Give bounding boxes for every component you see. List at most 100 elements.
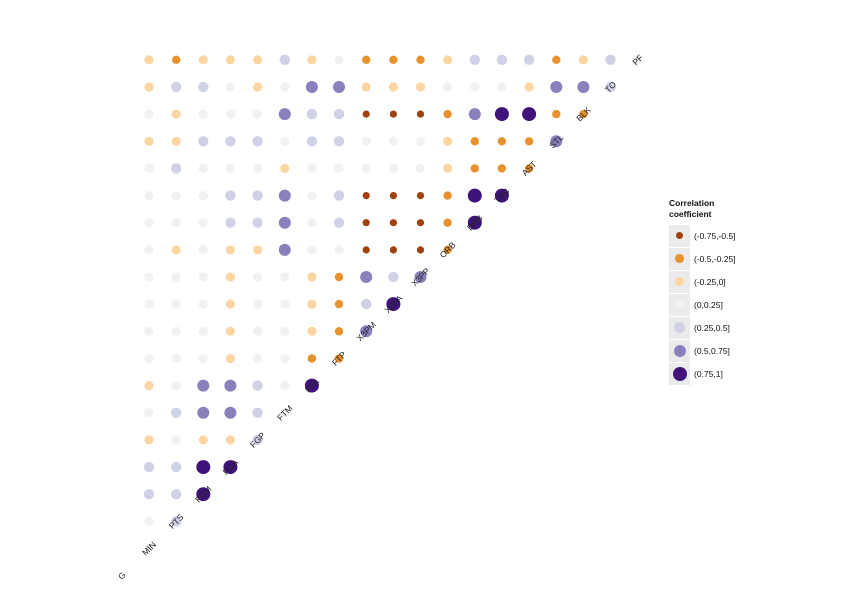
correlation-dot-DRB-X3PA xyxy=(416,219,425,227)
correlation-dot-BLK-FGA xyxy=(253,109,263,119)
correlation-dot-PF-PTS xyxy=(198,55,208,65)
legend-key xyxy=(669,293,690,316)
correlation-dot-FTP-FGM xyxy=(225,353,235,364)
correlation-dot-AST-ORB xyxy=(470,164,479,173)
correlation-dot-DRB-ORB xyxy=(467,215,482,230)
correlation-dot-STL-X3PM xyxy=(388,136,398,146)
correlation-dot-X3PA-FGP xyxy=(280,299,290,309)
correlation-dots xyxy=(143,54,643,554)
correlation-dot-PF-G xyxy=(144,55,154,65)
correlation-dot-BLK-X3PP xyxy=(443,109,452,119)
correlation-dot-STL-MIN xyxy=(171,136,181,146)
correlation-dot-DRB-G xyxy=(144,218,154,228)
correlation-dot-FTP-FGA xyxy=(253,353,263,364)
correlation-dot-PF-FGA xyxy=(253,55,263,65)
legend-dot xyxy=(672,366,687,381)
correlation-dot-DRB-X3PM xyxy=(389,219,397,227)
correlation-dot-FTM-G xyxy=(144,408,154,418)
variable-label-ftm: FTM xyxy=(275,403,294,422)
correlation-dot-BLK-TRB xyxy=(522,107,537,122)
correlation-dot-STL-DRB xyxy=(497,137,507,146)
correlation-dot-STL-AST xyxy=(550,135,563,148)
correlation-dot-AST-MIN xyxy=(171,163,182,174)
legend-title-line1: Correlation xyxy=(669,198,715,208)
correlation-dot-FGA-FGM xyxy=(223,460,238,475)
correlation-dot-TRB-FTP xyxy=(362,192,370,200)
variable-label-to: TO xyxy=(603,79,619,95)
correlation-dot-X3PM-FGA xyxy=(253,326,263,336)
correlation-dot-AST-DRB xyxy=(497,164,507,173)
correlation-dot-PF-FTP xyxy=(362,55,371,64)
correlation-dot-TO-FTM xyxy=(305,81,318,93)
legend-label: (0.75,1] xyxy=(694,368,723,379)
correlation-dot-FTP-MIN xyxy=(171,353,181,364)
correlation-dot-STL-FGM xyxy=(225,136,236,147)
correlation-dot-TRB-FGP xyxy=(278,189,291,202)
correlation-dot-PTS-MIN xyxy=(171,516,182,527)
correlation-dot-FTP-G xyxy=(144,353,154,364)
correlation-dot-DRB-MIN xyxy=(171,218,181,228)
legend-dot xyxy=(675,254,684,263)
correlation-dot-TO-TRB xyxy=(524,82,534,92)
correlation-dot-BLK-DRB xyxy=(494,107,509,122)
correlation-dot-X3PP-FGM xyxy=(225,272,235,282)
correlation-dot-X3PM-FTA xyxy=(334,327,344,336)
correlation-dot-STL-TRB xyxy=(524,137,534,146)
legend-label: (0,0.25] xyxy=(694,299,723,310)
correlation-dot-X3PP-X3PA xyxy=(414,271,427,283)
correlation-dot-TO-FGA xyxy=(253,82,263,92)
correlation-dot-PF-X3PM xyxy=(389,55,398,64)
correlation-dot-DRB-FGA xyxy=(252,217,263,228)
correlation-dot-AST-FGP xyxy=(280,163,290,173)
correlation-dot-X3PA-FGA xyxy=(253,299,263,309)
correlation-dot-PF-FGM xyxy=(225,55,235,65)
correlation-dot-DRB-FTP xyxy=(362,219,370,227)
variable-label-fga: FGA xyxy=(221,457,241,477)
correlation-dot-BLK-FGP xyxy=(278,108,291,121)
correlation-dot-X3PP-PTS xyxy=(198,272,208,282)
variable-label-ast: AST xyxy=(520,159,539,178)
correlation-dot-BLK-STL xyxy=(579,109,588,119)
correlation-dot-BLK-MIN xyxy=(171,109,181,119)
correlation-dot-PF-AST xyxy=(552,55,561,64)
correlation-dot-ORB-X3PA xyxy=(416,246,425,254)
correlation-dot-TO-X3PA xyxy=(415,82,426,92)
legend-label: (-0.75,-0.5] xyxy=(694,230,736,241)
correlation-dot-AST-FTP xyxy=(361,163,371,173)
correlation-dot-ORB-FGP xyxy=(278,243,291,256)
correlation-dot-TO-FGP xyxy=(280,82,290,92)
correlation-dot-X3PP-FGP xyxy=(280,272,290,282)
correlation-dot-X3PA-MIN xyxy=(171,299,181,309)
legend-title: Correlation coefficient xyxy=(669,198,759,220)
correlation-dot-BLK-FTM xyxy=(306,108,318,120)
legend-item: (-0.5,-0.25] xyxy=(669,247,759,270)
correlation-dot-FTM-FGM xyxy=(224,406,237,419)
correlation-dot-FGP-G xyxy=(144,435,154,445)
correlation-dot-FTP-FGP xyxy=(280,353,290,364)
correlation-dot-PF-DRB xyxy=(496,54,508,65)
correlation-dot-PF-TO xyxy=(633,55,643,65)
correlation-dot-STL-FTM xyxy=(306,136,318,147)
correlation-dot-AST-TRB xyxy=(524,164,534,173)
correlation-dot-FTP-FTM xyxy=(307,354,317,363)
correlation-dot-TRB-X3PA xyxy=(416,192,425,200)
correlation-dot-X3PM-FGP xyxy=(280,326,290,336)
variable-label-fta: FTA xyxy=(303,376,321,394)
correlation-dot-FTP-PTS xyxy=(198,353,208,364)
correlation-dot-FTM-MIN xyxy=(171,407,182,418)
correlation-dot-TRB-ORB xyxy=(467,188,482,203)
correlation-dot-DRB-X3PP xyxy=(443,218,452,227)
correlation-dot-TRB-FTA xyxy=(333,190,345,201)
correlation-dot-PF-X3PP xyxy=(443,55,453,65)
legend: Correlation coefficient (-0.75,-0.5] (-0.… xyxy=(669,198,759,385)
correlation-dot-X3PP-FGA xyxy=(253,272,263,282)
correlation-dot-STL-X3PA xyxy=(415,136,426,146)
correlation-dot-X3PP-FTA xyxy=(334,272,344,282)
correlation-dot-FTA-FGA xyxy=(252,380,263,391)
variable-label-min: MIN xyxy=(140,539,158,557)
correlation-dot-FGM-MIN xyxy=(171,489,182,500)
variable-label-pf: PF xyxy=(630,52,645,67)
correlation-dot-FTM-PTS xyxy=(197,406,210,419)
correlation-dot-X3PM-FTM xyxy=(307,326,317,336)
